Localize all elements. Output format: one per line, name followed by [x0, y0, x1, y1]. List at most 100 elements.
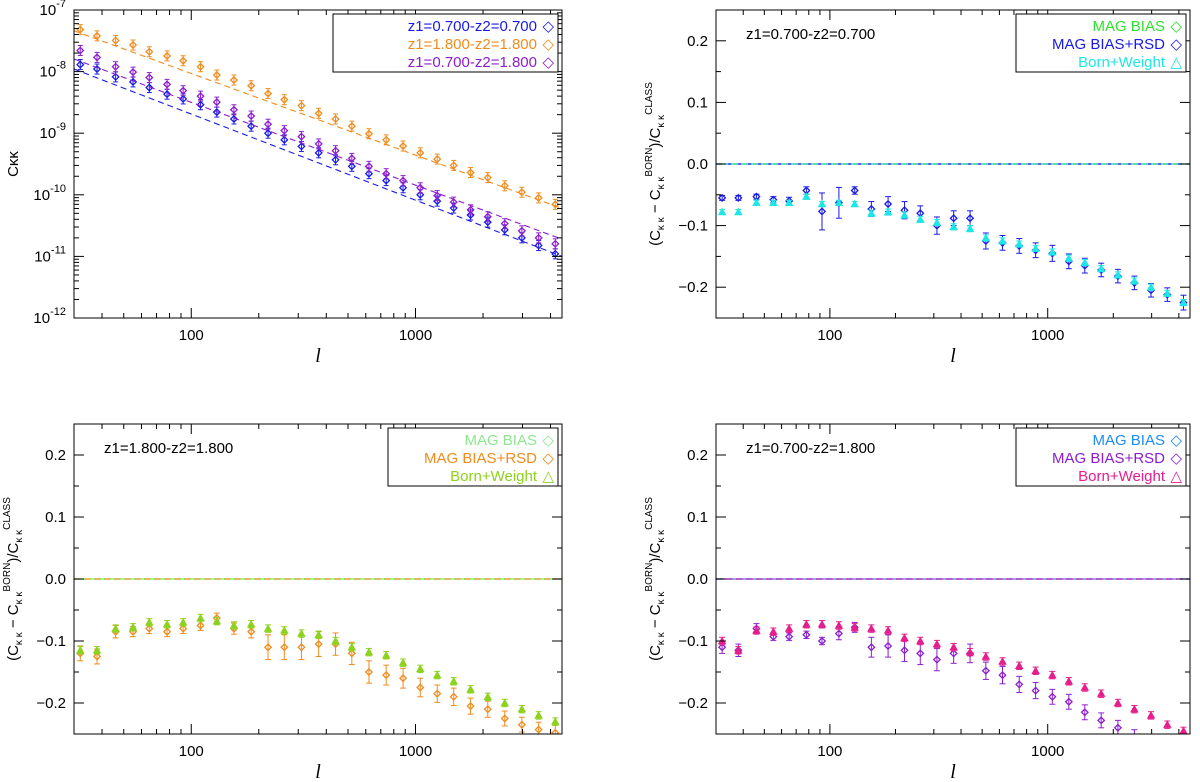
data-point	[916, 649, 925, 658]
y-tick-mantissa: 10	[33, 310, 50, 327]
data-point	[382, 169, 391, 178]
data-point	[1113, 723, 1123, 732]
data-point	[517, 720, 526, 729]
data-point	[1179, 298, 1188, 306]
legend-entry-0: MAG BIAS	[1092, 18, 1165, 35]
y-tick-label: 10-9	[40, 121, 66, 142]
data-point	[246, 619, 256, 628]
data-point	[900, 210, 909, 219]
legend-symbol-2: △	[1170, 54, 1182, 71]
y-label-part: κ κ	[656, 176, 667, 190]
data-point	[1031, 686, 1040, 695]
y-label-part: − C	[5, 604, 22, 632]
data-point	[551, 200, 560, 209]
y-tick-exponent: -12	[50, 306, 66, 318]
data-point	[466, 684, 475, 693]
y-label-part: κ κ	[656, 114, 667, 128]
data-point	[162, 627, 172, 636]
data-point	[981, 233, 991, 242]
data-point	[1096, 689, 1106, 697]
data-point	[998, 657, 1007, 665]
data-point	[111, 72, 120, 82]
data-point	[834, 198, 844, 207]
y-label-part: κ κ	[656, 591, 667, 605]
data-point	[297, 643, 306, 652]
data-point	[1164, 746, 1170, 752]
y-tick-label: 10-7	[40, 0, 66, 19]
data-point	[398, 176, 408, 185]
data-point	[1163, 288, 1172, 297]
data-point	[449, 198, 458, 207]
data-point	[280, 643, 289, 652]
data-point	[433, 196, 442, 206]
y-tick-label: 10-11	[34, 244, 66, 265]
data-point	[145, 624, 154, 633]
legend-symbol-0: ◇	[1170, 18, 1182, 35]
panel-annotation: z1=1.800-z2=1.800	[104, 440, 233, 457]
series-2	[76, 613, 560, 726]
data-point	[347, 154, 356, 163]
data-point	[517, 188, 526, 197]
data-point	[1179, 726, 1188, 734]
data-point	[1146, 710, 1156, 719]
data-point	[76, 645, 85, 654]
data-point	[817, 636, 827, 646]
data-point	[92, 53, 102, 62]
y-tick-label: 10-8	[40, 60, 66, 81]
data-point	[717, 193, 727, 202]
data-point	[998, 670, 1007, 680]
data-point	[1064, 253, 1074, 262]
legend: ◇ MAG BIAS ◇ MAG BIAS+RSD △Born+Weight	[1015, 13, 1187, 73]
data-point	[500, 181, 509, 190]
data-point	[466, 205, 475, 214]
data-point	[834, 621, 844, 629]
data-point	[981, 666, 990, 675]
x-tick-label: 1000	[399, 743, 432, 760]
data-point	[331, 146, 340, 155]
data-point	[247, 627, 256, 636]
data-point	[1048, 670, 1057, 679]
data-point	[433, 154, 442, 164]
y-tick-exponent: -11	[51, 244, 66, 256]
data-point	[785, 632, 794, 641]
legend-symbol-1: ◇	[542, 36, 554, 53]
data-point	[752, 198, 761, 207]
data-point	[297, 142, 306, 151]
data-point	[280, 126, 289, 135]
data-point	[769, 198, 778, 207]
y-tick-mantissa: 10	[40, 125, 57, 142]
data-point	[398, 674, 408, 683]
data-point	[1031, 666, 1040, 674]
data-point	[802, 192, 811, 200]
legend-box	[1015, 13, 1187, 73]
data-point	[212, 107, 221, 117]
data-point	[867, 624, 876, 632]
legend-symbol-0: ◇	[542, 18, 554, 35]
data-point	[784, 198, 794, 207]
data-point	[280, 626, 289, 634]
y-tick-label: −0.1	[678, 633, 708, 650]
data-point	[1113, 270, 1123, 279]
y-label-part: (C	[647, 230, 664, 246]
y-tick-label: 0.1	[45, 509, 66, 526]
data-point	[883, 207, 893, 216]
x-axis-label: l	[315, 345, 321, 367]
y-label-part: − C	[647, 604, 664, 632]
data-point	[280, 135, 289, 144]
data-point	[500, 714, 509, 723]
data-point	[364, 647, 374, 656]
y-tick-mantissa: 10	[40, 64, 57, 81]
data-point	[1146, 282, 1156, 291]
x-axis-label: l	[315, 761, 321, 782]
data-point	[802, 619, 811, 628]
data-point	[416, 148, 425, 157]
data-point	[364, 667, 374, 677]
data-point	[347, 122, 356, 131]
series-2	[74, 45, 562, 250]
legend-symbol-1: ◇	[542, 450, 554, 467]
model-line	[74, 30, 562, 209]
data-point	[145, 83, 154, 92]
y-tick-label: 0.2	[687, 33, 708, 50]
legend: ◇ MAG BIAS ◇ MAG BIAS+RSD △Born+Weight	[387, 427, 559, 487]
